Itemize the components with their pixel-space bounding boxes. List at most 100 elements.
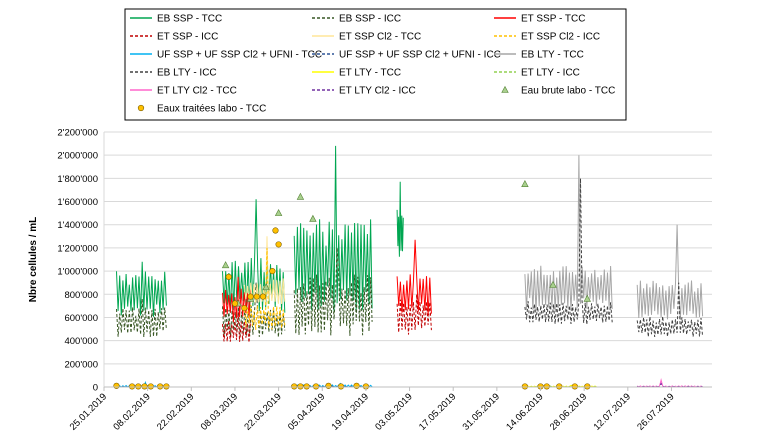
legend-item-et-ssp-cl2-icc: ET SSP Cl2 - ICC [494,32,600,43]
legend-label: ET SSP Cl2 - ICC [521,32,600,43]
x-tick-label: 12.07.2019 [592,391,633,432]
x-tick-label: 22.03.2019 [242,391,283,432]
data-point-eaux-trait-es-labo-tcc [297,383,304,390]
data-point-eau-brute-labo-tcc [583,294,591,302]
legend-label: UF SSP + UF SSP Cl2 + UFNI - ICC [339,50,501,61]
legend-label: EB SSP - ICC [339,14,401,25]
legend: EB SSP - TCC EB SSP - ICC ET SSP - TCC ET S… [124,8,627,121]
data-point-eaux-trait-es-labo-tcc [556,383,563,390]
x-tick-label: 03.05.2019 [373,391,414,432]
data-point-eaux-trait-es-labo-tcc [543,383,550,390]
data-point-eau-brute-labo-tcc [549,280,557,288]
data-point-eaux-trait-es-labo-tcc [241,305,248,312]
legend-marker [501,85,509,93]
legend-label: ET LTY - ICC [521,68,580,79]
legend-item-et-ssp-tcc: ET SSP - TCC [494,14,585,25]
data-point-eaux-trait-es-labo-tcc [584,383,591,390]
x-axis: 25.01.2019 08.02.2019 22.02.2019 08.03.2019… [68,386,712,433]
x-tick-label: 31.05.2019 [461,391,502,432]
legend-label: ET SSP Cl2 - TCC [339,32,421,43]
legend-label: Eau brute labo - TCC [521,86,615,97]
y-tick-label: 1'400'000 [57,220,98,231]
data-point-eaux-trait-es-labo-tcc [521,383,529,390]
data-point-eaux-trait-es-labo-tcc [312,383,320,390]
y-axis-label: Nbre cellules / mL [28,217,39,303]
data-point-eaux-trait-es-labo-tcc [113,382,120,389]
series-line-et-ssp-tcc [222,276,251,323]
x-tick-label: 14.06.2019 [504,391,545,432]
data-point-eaux-trait-es-labo-tcc [253,293,260,300]
x-tick-label: 05.04.2019 [286,391,327,432]
plot-area [113,145,704,390]
y-tick-label: 1'800'000 [57,174,98,185]
series-line-et-ssp-icc [222,311,251,343]
series-eb-lty-icc [524,178,704,338]
data-point-eaux-trait-es-labo-tcc [353,382,360,389]
y-tick-label: 800'000 [64,290,98,301]
x-tick-label: 22.02.2019 [155,391,196,432]
legend-box [124,8,627,121]
data-point-eaux-trait-es-labo-tcc [259,293,267,300]
data-point-eaux-trait-es-labo-tcc [225,273,232,280]
series-line-eb-lty-tcc [636,224,704,320]
grid-lines [104,131,712,388]
legend-label: ET LTY Cl2 - TCC [157,86,237,97]
legend-item-eau-brute-labo-tcc: Eau brute labo - TCC [501,85,615,97]
legend-item-et-lty-cl2-tcc: ET LTY Cl2 - TCC [130,86,237,97]
legend-item-uf-ssp-uf-ssp-cl2-ufni-tcc: UF SSP + UF SSP Cl2 + UFNI - TCC [130,50,322,61]
legend-item-et-ssp-cl2-tcc: ET SSP Cl2 - TCC [312,32,421,43]
legend-label: UF SSP + UF SSP Cl2 + UFNI - TCC [157,50,322,61]
data-point-eaux-trait-es-labo-tcc [247,293,254,300]
data-point-eaux-trait-es-labo-tcc [269,267,276,275]
series-et-ssp-icc [222,294,432,343]
series-line-eb-ssp-tcc [396,181,404,257]
series-line-et-ssp-cl2-icc [243,247,286,330]
data-point-eau-brute-labo-tcc [296,192,305,200]
data-point-eaux-trait-es-labo-tcc [163,383,170,390]
legend-marker [137,104,145,112]
data-point-eaux-trait-es-labo-tcc [147,383,154,390]
y-tick-label: 400'000 [64,336,98,347]
legend-item-et-lty-icc: ET LTY - ICC [494,68,580,79]
series-line-eb-lty-tcc [524,155,613,312]
y-tick-label: 1'000'000 [57,267,98,278]
legend-item-eaux-trait-es-labo-tcc: Eaux traitées labo - TCC [137,104,266,115]
series-line-eb-lty-icc [524,178,613,325]
legend-label: EB SSP - TCC [157,14,222,25]
series-line-eb-ssp-tcc [116,261,167,317]
series-line-eb-ssp-icc [116,298,167,338]
y-tick-label: 2'200'000 [57,128,98,139]
legend-label: Eaux traitées labo - TCC [157,104,266,115]
series-line-eb-lty-icc [636,282,704,338]
data-point-eaux-trait-es-labo-tcc [128,383,136,390]
legend-item-et-lty-cl2-icc: ET LTY Cl2 - ICC [312,86,416,97]
y-tick-label: 0 [93,383,98,394]
series-line-eb-ssp-icc [293,247,373,336]
series-et-lty-cl2-tcc [636,378,703,388]
data-point-eaux-trait-es-labo-tcc [571,383,578,390]
x-tick-label: 19.04.2019 [330,391,371,432]
series-et-lty-cl2-icc [637,382,703,388]
series-eb-ssp-icc [116,247,373,338]
legend-item-eb-ssp-tcc: EB SSP - TCC [130,14,222,25]
data-point-eaux-trait-es-labo-tcc [272,227,279,234]
data-point-eau-brute-labo-tcc [262,283,270,291]
legend-item-et-lty-tcc: ET LTY - TCC [312,68,401,79]
x-tick-label: 25.01.2019 [68,391,109,432]
series-line-et-ssp-icc [396,294,432,335]
y-tick-label: 1'600'000 [57,197,98,208]
x-tick-label: 28.06.2019 [548,391,589,432]
data-point-eaux-trait-es-labo-tcc [337,383,345,390]
series-eb-lty-tcc [524,155,704,320]
data-point-eaux-trait-es-labo-tcc [135,383,142,390]
series-line-eb-ssp-icc [222,282,286,338]
legend-label: ET LTY Cl2 - ICC [339,86,416,97]
legend-label: ET SSP - ICC [157,32,218,43]
data-point-eau-brute-labo-tcc [221,261,230,269]
legend-item-uf-ssp-uf-ssp-cl2-ufni-icc: UF SSP + UF SSP Cl2 + UFNI - ICC [312,50,501,61]
y-axis: 0 200'000 400'000 600'000 800'000 1'000'000 1'… [57,128,105,394]
series-line-et-lty-cl2-tcc [636,378,703,388]
legend-item-et-ssp-icc: ET SSP - ICC [130,32,218,43]
legend-item-eb-lty-tcc: EB LTY - TCC [494,50,584,61]
x-tick-label: 26.07.2019 [635,391,676,432]
